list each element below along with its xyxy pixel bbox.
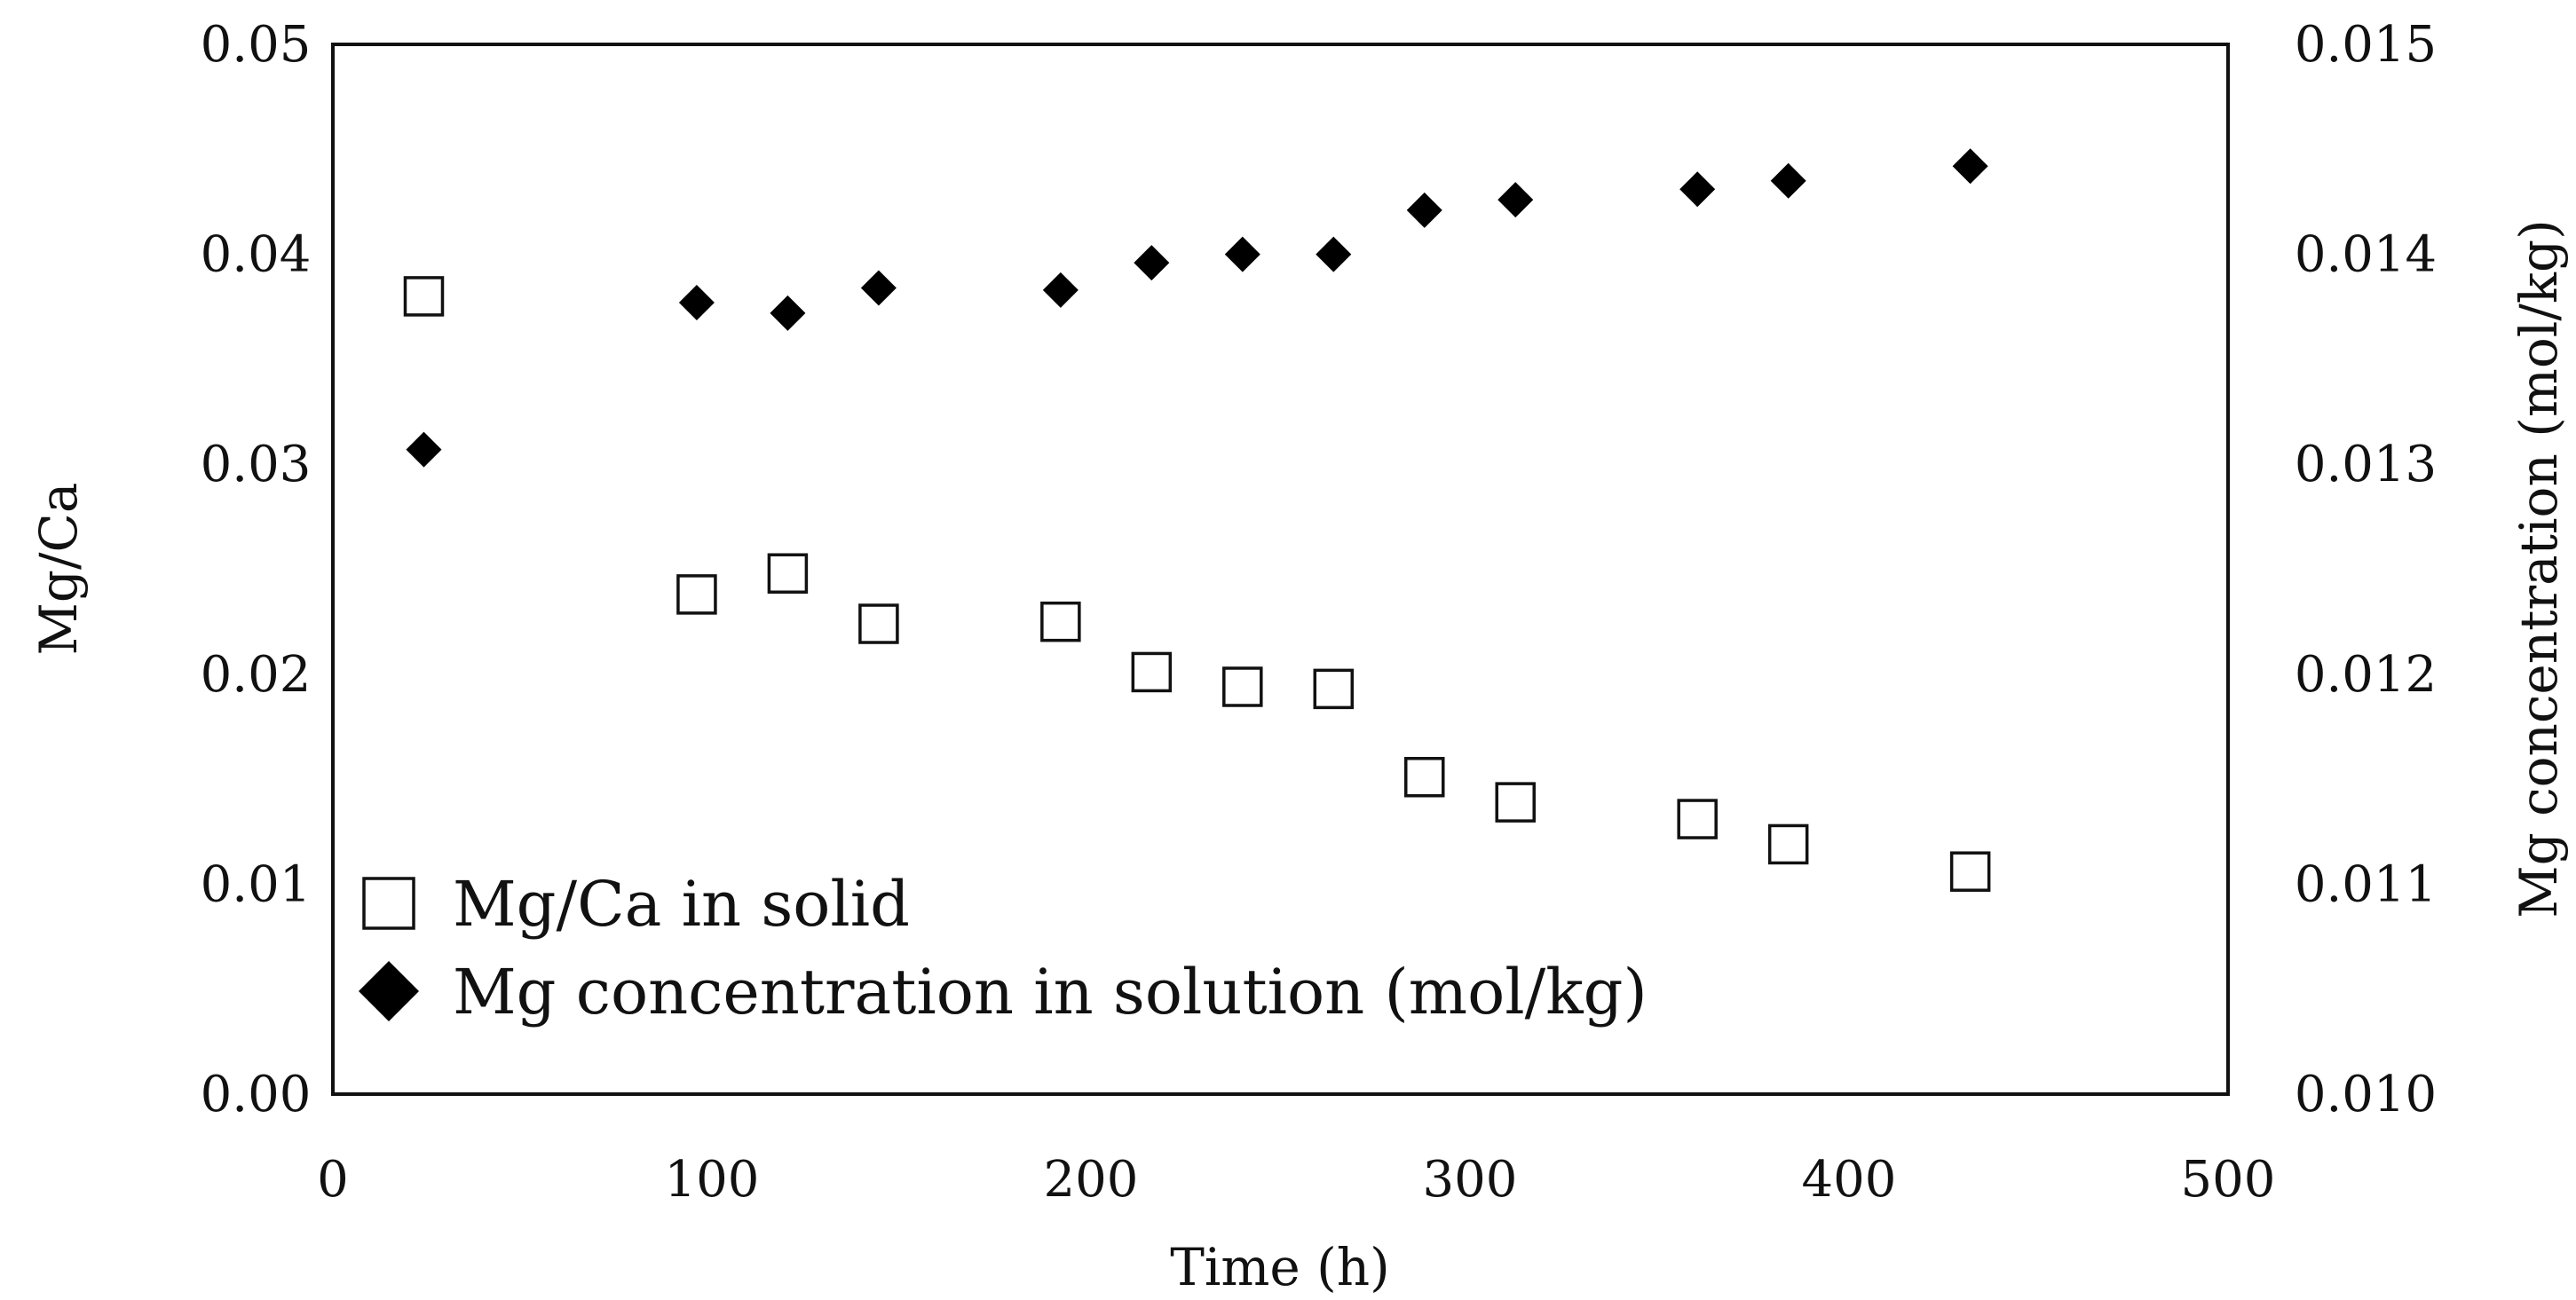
y-tick-labels: 0.00 0.01 0.02 0.03 0.04 0.05 [201,16,312,1123]
y-tick-label: 0.01 [201,855,312,913]
y2-tick-labels: 0.010 0.011 0.012 0.013 0.014 0.015 [2295,16,2437,1123]
y2-tick-label: 0.015 [2295,16,2437,74]
y-tick-label: 0.00 [201,1066,312,1123]
point-mg-ca-in-solid [676,574,717,615]
point-mg-ca-in-solid [767,553,809,594]
point-mg-ca-in-solid [1767,823,1809,865]
point-mg-ca-in-solid [1040,601,1081,642]
y-tick-label: 0.02 [201,646,312,704]
point-mg-concentration [1770,162,1806,199]
point-mg-ca-in-solid [1949,851,1991,892]
x-tick-label: 0 [317,1151,349,1209]
legend-marker-open-square [362,877,415,930]
point-mg-concentration [1042,272,1079,308]
x-tick-label: 400 [1802,1151,1897,1209]
y2-tick-label: 0.012 [2295,646,2437,704]
point-mg-concentration [1406,192,1442,228]
point-mg-concentration [1497,182,1534,218]
point-mg-concentration [1679,171,1716,208]
y-axis-title: Mg/Ca [28,482,89,655]
x-tick-label: 100 [665,1151,760,1209]
point-mg-ca-in-solid [1404,756,1445,798]
x-tick-label: 300 [1423,1151,1518,1209]
point-mg-concentration [770,295,806,331]
point-mg-concentration [406,431,442,468]
y2-tick-label: 0.014 [2295,226,2437,284]
legend-label-mg-concentration: Mg concentration in solution (mol/kg) [453,956,1648,1028]
point-mg-ca-in-solid [403,276,445,317]
y-tick-label: 0.04 [201,226,312,284]
point-mg-concentration [1952,148,1988,185]
point-mg-ca-in-solid [1131,651,1173,693]
point-mg-ca-in-solid [1677,799,1718,839]
point-mg-concentration [1316,236,1352,272]
x-tick-label: 200 [1044,1151,1139,1209]
point-mg-concentration [860,270,897,306]
series-mg-ca-in-solid [403,276,1991,892]
point-mg-concentration [1134,245,1170,281]
y-tick-label: 0.03 [201,436,312,493]
point-mg-ca-in-solid [858,603,899,644]
y2-axis-title: Mg concentration (mol/kg) [2509,219,2569,918]
point-mg-ca-in-solid [1313,668,1355,710]
point-mg-concentration [1224,236,1260,272]
y2-tick-label: 0.011 [2295,855,2437,913]
x-tick-labels: 0 100 200 300 400 500 [317,1151,2275,1209]
point-mg-ca-in-solid [1222,666,1263,707]
legend: Mg/Ca in solid Mg concentration in solut… [359,868,1648,1028]
point-mg-ca-in-solid [1495,782,1536,823]
x-tick-label: 500 [2181,1151,2276,1209]
legend-marker-filled-diamond [359,961,419,1021]
x-axis-title: Time (h) [1170,1237,1390,1297]
point-mg-concentration [678,285,715,321]
series-mg-concentration-in-solution [406,148,1988,468]
y2-tick-label: 0.013 [2295,436,2437,493]
y2-tick-label: 0.010 [2295,1066,2437,1123]
legend-label-mg-ca-in-solid: Mg/Ca in solid [453,868,910,941]
y-tick-label: 0.05 [201,16,312,74]
plot-area [331,43,2230,1096]
